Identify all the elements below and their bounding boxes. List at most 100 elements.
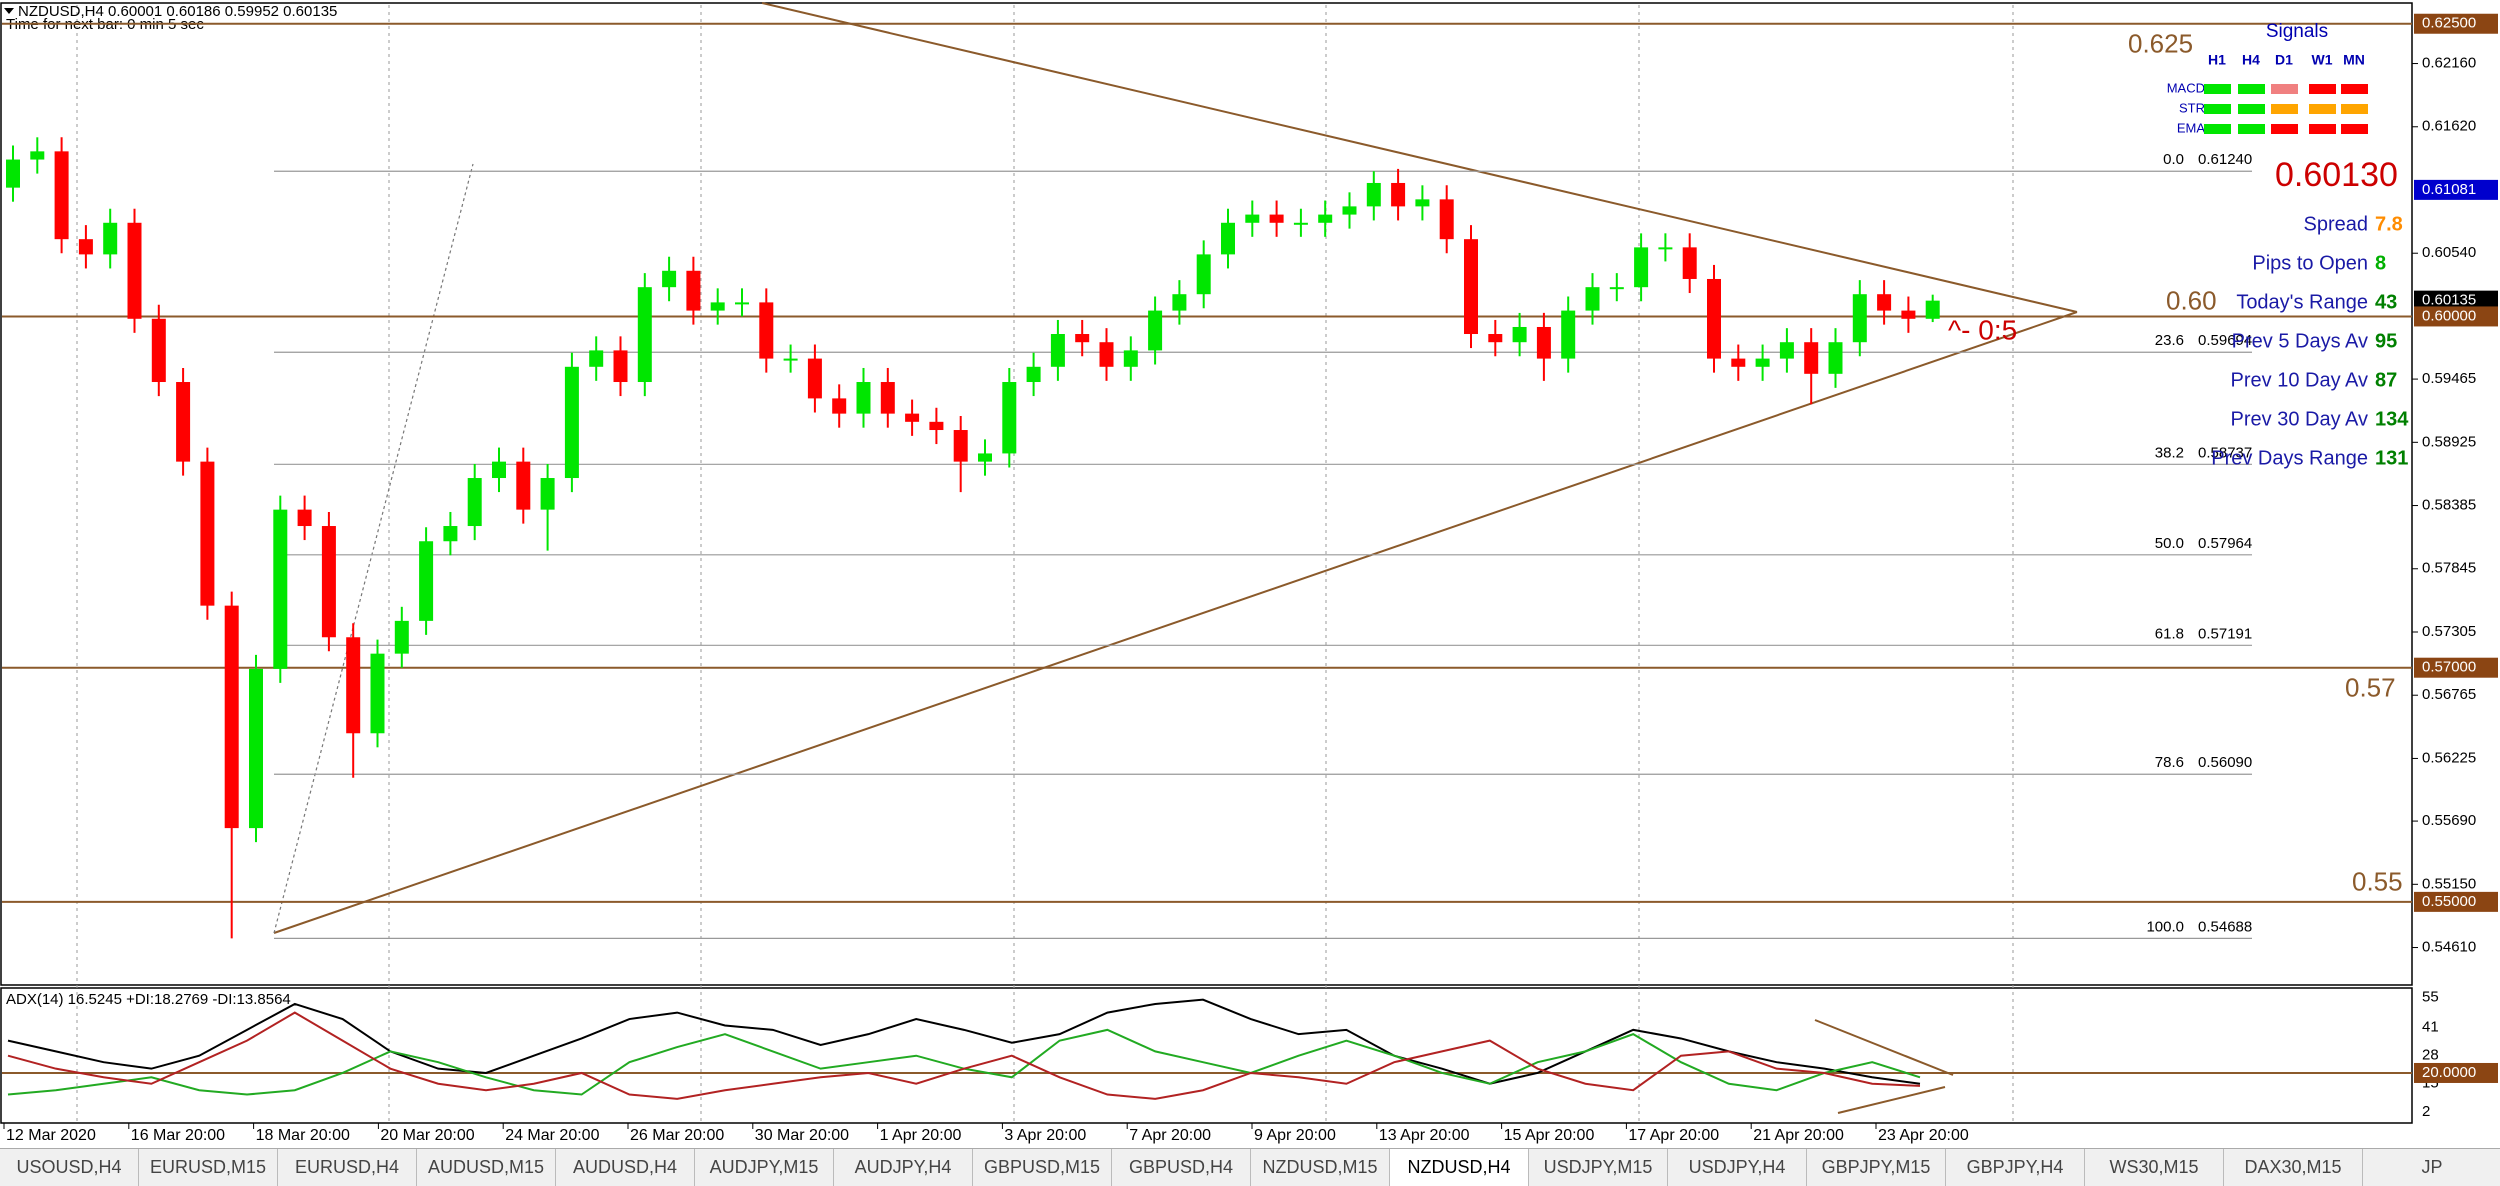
- price-marker-label: 0.62500: [2422, 15, 2476, 32]
- candle-body: [1269, 214, 1284, 223]
- candle-body: [443, 526, 458, 542]
- signals-title: Signals: [2266, 21, 2328, 42]
- adx-tick-label: 28: [2422, 1047, 2439, 1064]
- price-tick-label: 0.58925: [2422, 433, 2476, 450]
- price-marker: [2414, 13, 2498, 34]
- candle-body: [346, 637, 361, 734]
- info-value: 134: [2375, 408, 2409, 430]
- price-marker-label: 0.60135: [2422, 292, 2476, 309]
- candle-body: [1585, 287, 1600, 311]
- candle-body: [686, 270, 701, 311]
- adx-tick-label: 55: [2422, 988, 2439, 1005]
- candle-body: [1099, 342, 1114, 367]
- symbol-tab[interactable]: GBPJPY,M15: [1807, 1149, 1946, 1186]
- symbol-tab[interactable]: GBPJPY,H4: [1946, 1149, 2085, 1186]
- level-label: 0.57: [2345, 673, 2396, 703]
- symbol-tab[interactable]: EURUSD,M15: [139, 1149, 278, 1186]
- price-frame: [0, 2, 2413, 986]
- symbol-tab[interactable]: USDJPY,H4: [1668, 1149, 1807, 1186]
- vertical-grid: [76, 5, 2014, 1123]
- candle-body: [1512, 326, 1527, 343]
- time-label: 23 Apr 20:00: [1878, 1127, 1969, 1144]
- level-label: 0.625: [2128, 29, 2193, 59]
- symbol-tab[interactable]: JP: [2363, 1149, 2500, 1186]
- signal-box: [2271, 84, 2298, 94]
- price-tick-label: 0.60540: [2422, 244, 2476, 261]
- fib-ratio: 78.6: [2155, 754, 2184, 771]
- price-marker-label: 0.57000: [2422, 659, 2476, 676]
- info-value: 7.8: [2375, 213, 2403, 235]
- info-value: 87: [2375, 369, 2397, 391]
- symbol-tab[interactable]: AUDJPY,M15: [695, 1149, 834, 1186]
- candle-body: [492, 461, 506, 479]
- candle-body: [467, 478, 482, 527]
- candle-body: [127, 222, 142, 319]
- candle-body: [1293, 222, 1308, 225]
- signal-box: [2238, 104, 2265, 114]
- candle-body: [1779, 342, 1794, 359]
- candle-body: [1318, 214, 1333, 223]
- symbol-tab[interactable]: EURUSD,H4: [278, 1149, 417, 1186]
- candle-body: [1852, 294, 1867, 343]
- info-label: Today's Range: [2236, 291, 2368, 313]
- symbol-tab[interactable]: AUDJPY,H4: [834, 1149, 973, 1186]
- price-tick-label: 0.59465: [2422, 370, 2476, 387]
- signal-box: [2204, 124, 2231, 134]
- signal-row-name: STR: [2179, 100, 2205, 115]
- symbol-tab[interactable]: DAX30,M15: [2224, 1149, 2363, 1186]
- candle-body: [540, 478, 555, 510]
- candle-body: [1415, 199, 1430, 207]
- candle-body: [103, 222, 118, 255]
- candle-body: [1901, 310, 1916, 319]
- price-marker: [2414, 306, 2498, 327]
- candle-body: [1366, 182, 1381, 207]
- price-marker: [2414, 657, 2498, 678]
- time-label: 3 Apr 20:00: [1004, 1127, 1086, 1144]
- candle-body: [783, 358, 798, 361]
- signal-box: [2341, 104, 2368, 114]
- candle-body: [1609, 287, 1624, 290]
- candle-body: [1634, 247, 1649, 288]
- candle-body: [1464, 239, 1478, 335]
- symbol-tab[interactable]: NZDUSD,H4: [1390, 1149, 1529, 1186]
- candle-body: [1026, 366, 1041, 383]
- adx-tick-label: 2: [2422, 1103, 2430, 1120]
- time-label: 20 Mar 20:00: [380, 1127, 474, 1144]
- symbol-tab[interactable]: GBPUSD,H4: [1112, 1149, 1251, 1186]
- info-value: 8: [2375, 252, 2386, 274]
- symbol-tab[interactable]: USDJPY,M15: [1529, 1149, 1668, 1186]
- symbol-tab[interactable]: AUDUSD,M15: [417, 1149, 556, 1186]
- candle-body: [1828, 342, 1843, 374]
- symbol-tab[interactable]: GBPUSD,M15: [973, 1149, 1112, 1186]
- candle-body: [807, 358, 822, 399]
- price-tick-label: 0.55150: [2422, 875, 2476, 892]
- symbol-tab[interactable]: USOUSD,H4: [0, 1149, 139, 1186]
- time-label: 17 Apr 20:00: [1628, 1127, 1719, 1144]
- candle-body: [1536, 326, 1551, 359]
- info-value: 43: [2375, 291, 2397, 313]
- time-label: 15 Apr 20:00: [1504, 1127, 1595, 1144]
- fib-ratio: 50.0: [2155, 535, 2184, 552]
- price-tick-label: 0.56765: [2422, 686, 2476, 703]
- candle-body: [1075, 334, 1090, 343]
- symbol-line: NZDUSD,H4 0.60001 0.60186 0.59952 0.6013…: [18, 3, 337, 20]
- price-tick-label: 0.56225: [2422, 749, 2476, 766]
- candle-body: [1439, 199, 1454, 240]
- signal-column: MN: [2343, 52, 2365, 68]
- candle-body: [297, 509, 312, 527]
- candle-body: [370, 653, 385, 734]
- price-tick-label: 0.57305: [2422, 623, 2476, 640]
- price-tick-label: 0.54610: [2422, 939, 2476, 956]
- symbol-tab[interactable]: AUDUSD,H4: [556, 1149, 695, 1186]
- signal-row-name: EMA: [2177, 120, 2206, 135]
- candle-body: [1877, 294, 1892, 311]
- candle-body: [1123, 350, 1138, 367]
- info-label: Spread: [2304, 213, 2369, 235]
- signal-column: W1: [2312, 52, 2333, 68]
- price-tick-label: 0.62160: [2422, 55, 2476, 72]
- time-label: 9 Apr 20:00: [1254, 1127, 1336, 1144]
- time-label: 18 Mar 20:00: [256, 1127, 350, 1144]
- candle-body: [589, 350, 604, 367]
- symbol-tab[interactable]: NZDUSD,M15: [1251, 1149, 1390, 1186]
- symbol-tab[interactable]: WS30,M15: [2085, 1149, 2224, 1186]
